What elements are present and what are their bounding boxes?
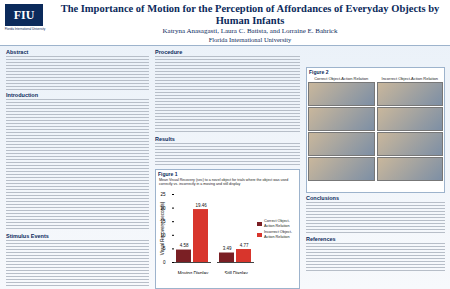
- html-text:The Importance of Motion for t: The Importance of Motion for the Percept…: [60, 3, 440, 26]
- html-text:Florida International Universi: Florida International University: [208, 36, 292, 43]
- html-text:References: References: [306, 236, 336, 242]
- svg-text:Still Display: Still Display: [224, 271, 248, 274]
- html-text:FIU: FIU: [13, 8, 35, 22]
- html-text:Correct Object-Action Relation: Correct Object-Action Relation: [314, 76, 369, 81]
- html-text:Mean Visual Recovery (sec) to: Mean Visual Recovery (sec) to a novel ob…: [159, 178, 289, 187]
- svg-text:4.58: 4.58: [180, 244, 189, 249]
- svg-text:25: 25: [160, 192, 166, 197]
- html-text:Incorrect Object-Action Relati: Incorrect Object-Action Relation: [264, 230, 293, 239]
- html-text:Figure 2: Figure 2: [309, 69, 329, 75]
- html-text:Figure 1: Figure 1: [158, 171, 178, 177]
- html-text:Correct Object-Action Relation: Correct Object-Action Relation: [264, 219, 290, 228]
- svg-text:3.49: 3.49: [223, 247, 232, 252]
- html-text:Katryna Anasagasti, Laura C. B: Katryna Anasagasti, Laura C. Batista, an…: [162, 27, 338, 35]
- html-text:Incorrect Object-Action Relati: Incorrect Object-Action Relation: [381, 76, 438, 81]
- svg-text:19.46: 19.46: [195, 203, 207, 208]
- svg-text:Visual Recovery (seconds): Visual Recovery (seconds): [160, 202, 165, 256]
- html-text:Stimulus Events: Stimulus Events: [6, 233, 49, 239]
- html-text:Introduction: Introduction: [6, 92, 39, 98]
- html-text:Abstract: Abstract: [6, 49, 29, 55]
- html-text:Procedure: Procedure: [155, 49, 183, 55]
- html-text:Results: Results: [155, 136, 175, 142]
- svg-text:Moving Display: Moving Display: [178, 271, 209, 274]
- html-text:Florida International Universi: Florida International University: [4, 27, 46, 31]
- svg-text:0: 0: [163, 260, 166, 265]
- html-text:Conclusions: Conclusions: [306, 195, 339, 201]
- svg-text:4.77: 4.77: [240, 243, 249, 248]
